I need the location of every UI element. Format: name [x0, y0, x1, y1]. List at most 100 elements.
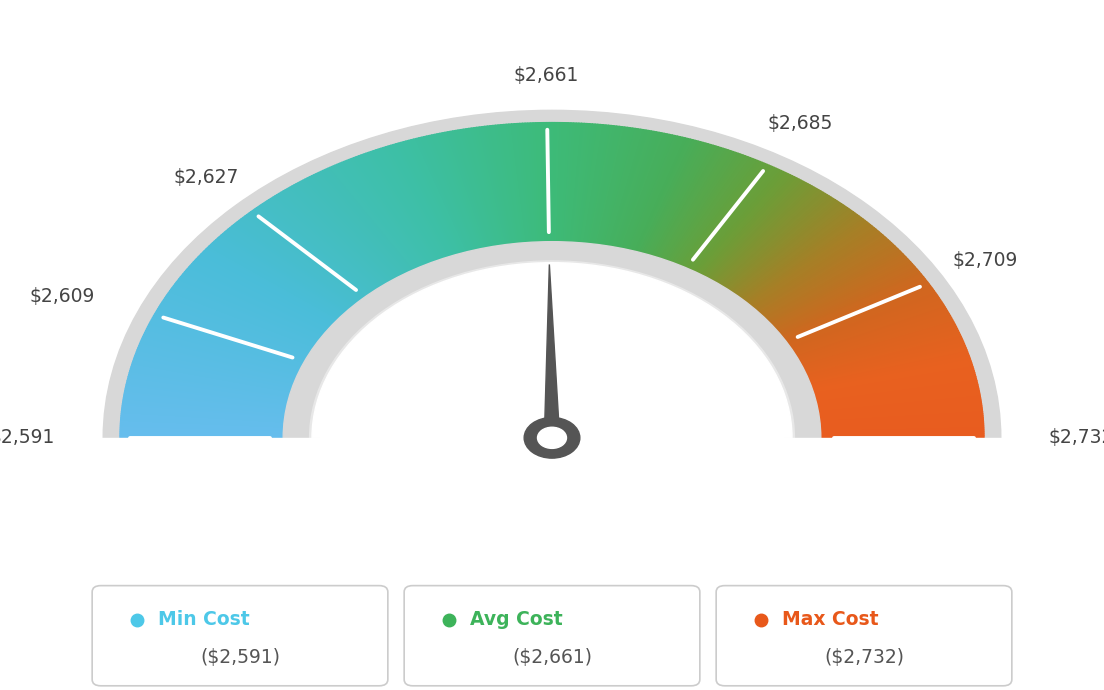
Wedge shape — [395, 144, 456, 255]
Wedge shape — [627, 135, 676, 250]
Wedge shape — [393, 144, 455, 255]
Wedge shape — [320, 170, 410, 273]
Wedge shape — [305, 178, 400, 277]
Wedge shape — [365, 152, 437, 261]
Wedge shape — [698, 172, 788, 273]
Wedge shape — [815, 371, 975, 397]
Wedge shape — [294, 184, 393, 281]
Wedge shape — [614, 131, 655, 247]
Wedge shape — [373, 150, 443, 259]
Wedge shape — [744, 218, 863, 302]
Wedge shape — [496, 125, 518, 244]
Wedge shape — [703, 177, 797, 276]
Wedge shape — [721, 193, 826, 286]
Wedge shape — [246, 213, 363, 299]
Wedge shape — [460, 129, 497, 246]
Wedge shape — [807, 337, 962, 376]
Wedge shape — [458, 130, 495, 246]
Wedge shape — [714, 186, 815, 282]
Wedge shape — [577, 124, 595, 243]
Wedge shape — [477, 127, 507, 245]
Wedge shape — [278, 193, 383, 286]
Wedge shape — [405, 141, 463, 253]
Wedge shape — [757, 234, 883, 312]
Wedge shape — [126, 386, 287, 407]
Text: $2,732: $2,732 — [1049, 428, 1104, 447]
Wedge shape — [796, 306, 945, 357]
Wedge shape — [803, 326, 956, 369]
Wedge shape — [522, 124, 535, 242]
Wedge shape — [586, 125, 608, 244]
Wedge shape — [411, 139, 466, 253]
Wedge shape — [819, 398, 981, 415]
Wedge shape — [805, 329, 958, 371]
Wedge shape — [661, 150, 731, 259]
Wedge shape — [574, 124, 590, 242]
Wedge shape — [226, 229, 350, 309]
Wedge shape — [668, 153, 741, 262]
Text: Avg Cost: Avg Cost — [470, 611, 563, 629]
Wedge shape — [726, 197, 834, 289]
Wedge shape — [578, 124, 598, 243]
Wedge shape — [817, 386, 978, 407]
Wedge shape — [807, 339, 963, 377]
Wedge shape — [587, 126, 612, 244]
Wedge shape — [806, 335, 962, 375]
Wedge shape — [617, 132, 659, 248]
Wedge shape — [485, 126, 511, 244]
Text: Max Cost: Max Cost — [783, 611, 879, 629]
Wedge shape — [550, 123, 552, 242]
Wedge shape — [120, 436, 284, 438]
Wedge shape — [123, 402, 285, 417]
Wedge shape — [337, 164, 420, 268]
Wedge shape — [215, 239, 343, 315]
Wedge shape — [762, 240, 890, 315]
Wedge shape — [479, 127, 508, 244]
Wedge shape — [535, 123, 543, 242]
Wedge shape — [634, 137, 686, 251]
Wedge shape — [584, 125, 606, 243]
Wedge shape — [692, 168, 779, 271]
Wedge shape — [787, 286, 932, 344]
Wedge shape — [820, 430, 984, 434]
Wedge shape — [224, 231, 349, 310]
Wedge shape — [797, 307, 946, 357]
Wedge shape — [591, 126, 617, 244]
Wedge shape — [649, 144, 711, 255]
Wedge shape — [150, 320, 302, 366]
Wedge shape — [170, 289, 315, 346]
Wedge shape — [794, 300, 942, 353]
Wedge shape — [819, 402, 981, 417]
Wedge shape — [620, 133, 665, 248]
Wedge shape — [528, 123, 539, 242]
Wedge shape — [818, 395, 980, 412]
Wedge shape — [322, 170, 411, 272]
Wedge shape — [217, 237, 344, 314]
Wedge shape — [800, 316, 952, 364]
Wedge shape — [178, 279, 320, 340]
Wedge shape — [815, 369, 974, 396]
Wedge shape — [777, 266, 915, 332]
Wedge shape — [813, 359, 972, 391]
Wedge shape — [625, 135, 672, 250]
Wedge shape — [820, 418, 984, 426]
Wedge shape — [424, 136, 474, 250]
Wedge shape — [624, 134, 670, 249]
Wedge shape — [735, 207, 848, 295]
Wedge shape — [741, 213, 858, 299]
Wedge shape — [437, 133, 481, 249]
Wedge shape — [132, 359, 291, 391]
Wedge shape — [232, 225, 353, 306]
Wedge shape — [793, 298, 941, 352]
Wedge shape — [130, 369, 289, 396]
Wedge shape — [481, 126, 510, 244]
Wedge shape — [137, 348, 295, 383]
Wedge shape — [266, 200, 375, 290]
Wedge shape — [723, 195, 829, 288]
Wedge shape — [498, 125, 520, 243]
Wedge shape — [500, 125, 522, 243]
Wedge shape — [809, 346, 966, 382]
Wedge shape — [163, 298, 311, 352]
Wedge shape — [264, 201, 374, 291]
Wedge shape — [261, 204, 372, 293]
